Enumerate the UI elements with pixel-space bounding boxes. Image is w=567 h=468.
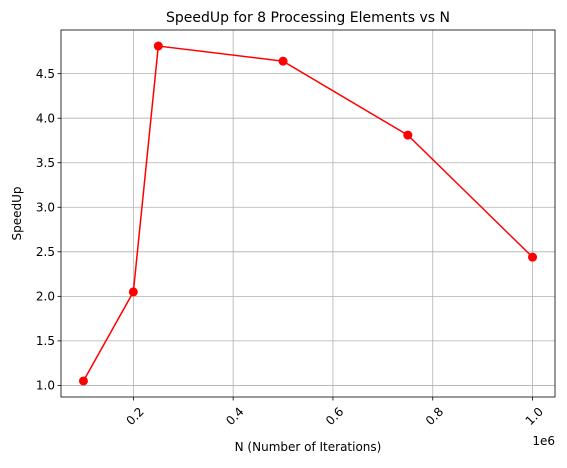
x-tick-label: 0.8 bbox=[423, 405, 446, 428]
y-tick-label: 4.5 bbox=[36, 67, 55, 81]
x-axis-label: N (Number of Iterations) bbox=[235, 440, 382, 454]
y-axis-label: SpeedUp bbox=[10, 186, 24, 240]
chart-title: SpeedUp for 8 Processing Elements vs N bbox=[166, 10, 450, 26]
data-point bbox=[278, 56, 288, 66]
x-tick-label: 0.4 bbox=[223, 405, 246, 428]
y-tick-label: 3.0 bbox=[36, 201, 55, 215]
data-point bbox=[153, 41, 163, 51]
x-axis-offset-label: 1e6 bbox=[532, 434, 555, 448]
x-tick-label: 1.0 bbox=[523, 405, 546, 428]
y-tick-label: 4.0 bbox=[36, 111, 55, 125]
data-point bbox=[528, 252, 538, 262]
data-point bbox=[78, 376, 88, 386]
x-tick-label: 0.6 bbox=[323, 405, 346, 428]
data-point bbox=[128, 287, 138, 297]
y-tick-label: 2.5 bbox=[36, 245, 55, 259]
plot-frame bbox=[60, 29, 556, 398]
series-line bbox=[82, 45, 534, 382]
y-tick-label: 1.5 bbox=[36, 334, 55, 348]
series-layer bbox=[78, 41, 538, 386]
x-tick-label: 0.2 bbox=[123, 405, 146, 428]
data-point bbox=[403, 130, 413, 140]
grid bbox=[61, 30, 555, 397]
y-tick-label: 2.0 bbox=[36, 290, 55, 304]
y-tick-label: 1.0 bbox=[36, 379, 55, 393]
y-tick-label: 3.5 bbox=[36, 156, 55, 170]
axis-ticks: 0.2 0.4 0.6 0.8 1.0 1.0 1.5 2.0 2.5 3.0 3.5 4.0 4.5 bbox=[36, 67, 546, 428]
